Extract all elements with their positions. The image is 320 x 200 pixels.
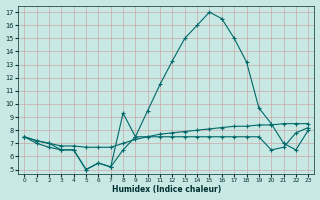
X-axis label: Humidex (Indice chaleur): Humidex (Indice chaleur) <box>112 185 221 194</box>
